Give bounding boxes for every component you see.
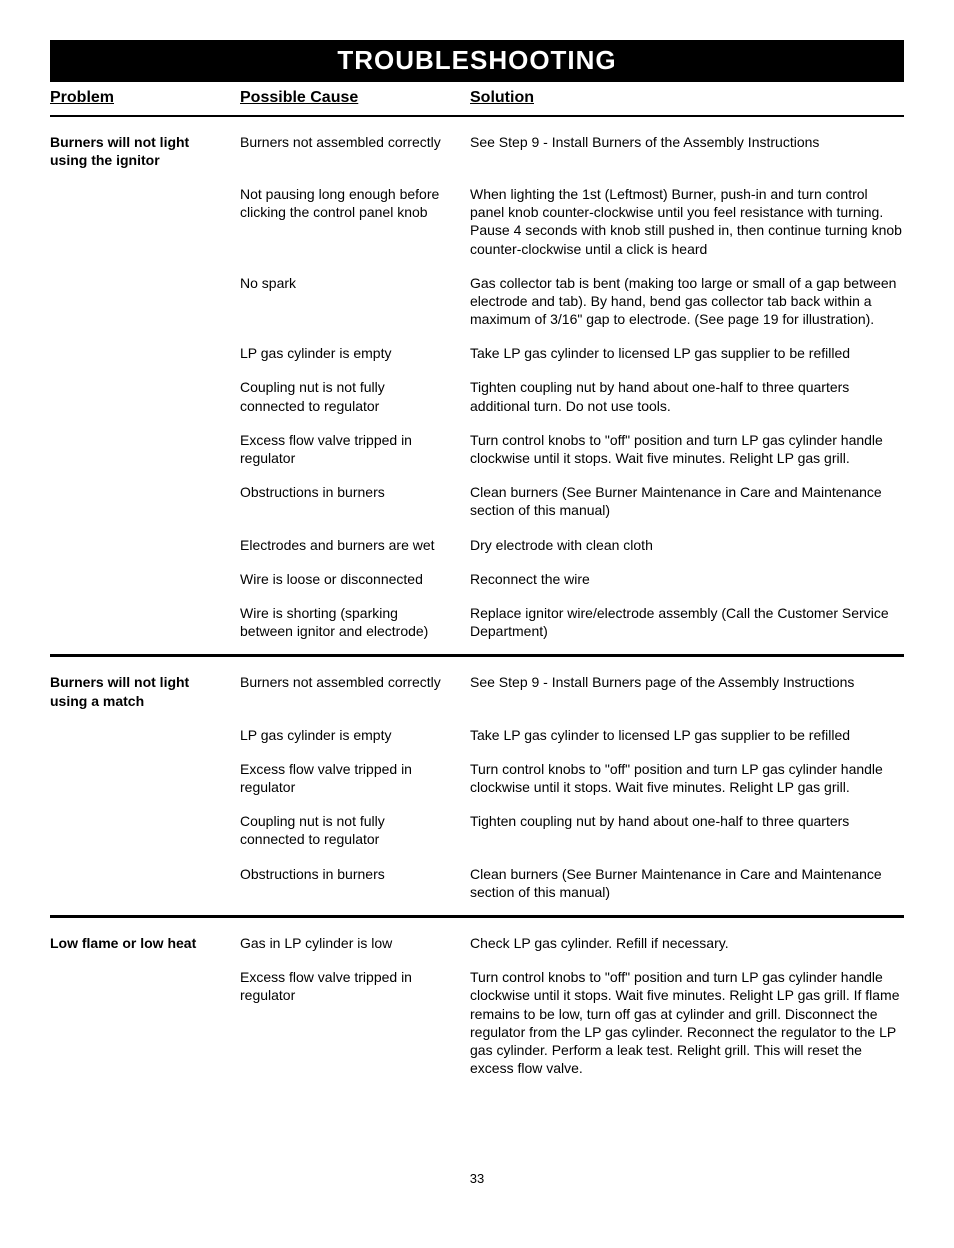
solution-cell: See Step 9 - Install Burners page of the… (470, 673, 904, 709)
cause-cell: LP gas cylinder is empty (240, 726, 470, 744)
page-title-bar: TROUBLESHOOTING (50, 40, 904, 82)
problem-cell: Low flame or low heat (50, 934, 240, 952)
table-row: Burners will not light using the ignitor… (50, 133, 904, 169)
cause-cell: Burners not assembled correctly (240, 133, 470, 169)
cause-cell: Burners not assembled correctly (240, 673, 470, 709)
solution-cell: Take LP gas cylinder to licensed LP gas … (470, 726, 904, 744)
table-row: Excess flow valve tripped in regulatorTu… (50, 760, 904, 796)
cause-cell: Excess flow valve tripped in regulator (240, 968, 470, 1077)
problem-cell (50, 274, 240, 329)
problem-cell: Burners will not light using the ignitor (50, 133, 240, 169)
solution-cell: Check LP gas cylinder. Refill if necessa… (470, 934, 904, 952)
problem-cell (50, 726, 240, 744)
cause-cell: Obstructions in burners (240, 483, 470, 519)
solution-cell: Tighten coupling nut by hand about one-h… (470, 378, 904, 414)
table-row: Not pausing long enough before clicking … (50, 185, 904, 258)
cause-cell: Gas in LP cylinder is low (240, 934, 470, 952)
solution-cell: Reconnect the wire (470, 570, 904, 588)
problem-cell (50, 185, 240, 258)
problem-cell: Burners will not light using a match (50, 673, 240, 709)
solution-cell: Clean burners (See Burner Maintenance in… (470, 865, 904, 901)
troubleshooting-section: Low flame or low heatGas in LP cylinder … (50, 934, 904, 1091)
table-row: LP gas cylinder is emptyTake LP gas cyli… (50, 726, 904, 744)
solution-cell: Take LP gas cylinder to licensed LP gas … (470, 344, 904, 362)
cause-cell: Electrodes and burners are wet (240, 536, 470, 554)
table-row: Low flame or low heatGas in LP cylinder … (50, 934, 904, 952)
solution-cell: When lighting the 1st (Leftmost) Burner,… (470, 185, 904, 258)
problem-cell (50, 604, 240, 640)
solution-cell: Gas collector tab is bent (making too la… (470, 274, 904, 329)
solution-cell: Turn control knobs to "off" position and… (470, 431, 904, 467)
table-row: Obstructions in burnersClean burners (Se… (50, 483, 904, 519)
table-row: Coupling nut is not fully connected to r… (50, 812, 904, 848)
cause-cell: Coupling nut is not fully connected to r… (240, 812, 470, 848)
cause-cell: Not pausing long enough before clicking … (240, 185, 470, 258)
solution-cell: Replace ignitor wire/electrode assembly … (470, 604, 904, 640)
table-header-row: Problem Possible Cause Solution (50, 88, 904, 117)
troubleshooting-section: Burners will not light using the ignitor… (50, 133, 904, 658)
problem-cell (50, 344, 240, 362)
problem-cell (50, 483, 240, 519)
troubleshooting-section: Burners will not light using a matchBurn… (50, 673, 904, 918)
table-row: Wire is loose or disconnectedReconnect t… (50, 570, 904, 588)
solution-cell: Turn control knobs to "off" position and… (470, 760, 904, 796)
cause-cell: LP gas cylinder is empty (240, 344, 470, 362)
table-row: No sparkGas collector tab is bent (makin… (50, 274, 904, 329)
problem-cell (50, 570, 240, 588)
table-row: Wire is shorting (sparking between ignit… (50, 604, 904, 640)
cause-cell: Obstructions in burners (240, 865, 470, 901)
page-number: 33 (50, 1171, 904, 1188)
cause-cell: Excess flow valve tripped in regulator (240, 431, 470, 467)
solution-cell: See Step 9 - Install Burners of the Asse… (470, 133, 904, 169)
problem-cell (50, 968, 240, 1077)
cause-cell: No spark (240, 274, 470, 329)
header-problem: Problem (50, 88, 240, 109)
table-row: Electrodes and burners are wetDry electr… (50, 536, 904, 554)
problem-cell (50, 431, 240, 467)
table-row: Excess flow valve tripped in regulatorTu… (50, 431, 904, 467)
problem-cell (50, 536, 240, 554)
header-solution: Solution (470, 88, 904, 109)
solution-cell: Dry electrode with clean cloth (470, 536, 904, 554)
cause-cell: Coupling nut is not fully connected to r… (240, 378, 470, 414)
solution-cell: Clean burners (See Burner Maintenance in… (470, 483, 904, 519)
table-row: Excess flow valve tripped in regulatorTu… (50, 968, 904, 1077)
header-cause: Possible Cause (240, 88, 470, 109)
cause-cell: Wire is loose or disconnected (240, 570, 470, 588)
problem-cell (50, 760, 240, 796)
troubleshooting-table-body: Burners will not light using the ignitor… (50, 133, 904, 1092)
table-row: Burners will not light using a matchBurn… (50, 673, 904, 709)
solution-cell: Tighten coupling nut by hand about one-h… (470, 812, 904, 848)
problem-cell (50, 865, 240, 901)
cause-cell: Wire is shorting (sparking between ignit… (240, 604, 470, 640)
solution-cell: Turn control knobs to "off" position and… (470, 968, 904, 1077)
table-row: LP gas cylinder is emptyTake LP gas cyli… (50, 344, 904, 362)
problem-cell (50, 378, 240, 414)
table-row: Coupling nut is not fully connected to r… (50, 378, 904, 414)
table-row: Obstructions in burnersClean burners (Se… (50, 865, 904, 901)
cause-cell: Excess flow valve tripped in regulator (240, 760, 470, 796)
problem-cell (50, 812, 240, 848)
